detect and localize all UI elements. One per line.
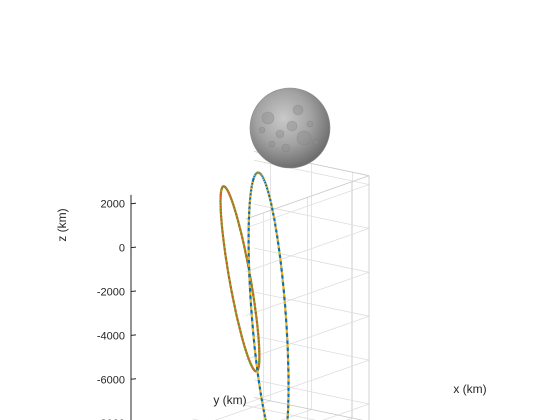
x-axis-label: x (km) xyxy=(453,382,486,396)
moon-crater xyxy=(286,120,298,132)
grid-line xyxy=(214,400,271,420)
moon-crater xyxy=(296,130,312,146)
grid-line xyxy=(245,315,370,360)
grid-line xyxy=(254,247,370,273)
moon-crater xyxy=(275,129,285,139)
z-tick-label: -4000 xyxy=(97,330,125,342)
z-tick-mark xyxy=(130,246,137,249)
z-axis-label: z (km) xyxy=(55,208,69,241)
tick-label-layer: 20000-2000-4000-6000-800050000-500050000… xyxy=(97,199,125,420)
z-tick-label: 0 xyxy=(119,243,125,255)
z-tick-mark xyxy=(130,290,137,292)
z-tick-label: 2000 xyxy=(101,199,125,211)
grid-line xyxy=(280,409,312,420)
box-edge xyxy=(245,175,370,220)
grid-line xyxy=(254,291,370,317)
grid-line xyxy=(254,203,370,229)
moon-sphere xyxy=(249,87,331,169)
z-tick-mark xyxy=(130,334,137,336)
grid-line xyxy=(322,403,370,420)
moon-crater xyxy=(261,111,275,125)
moon-crater xyxy=(268,140,276,148)
axes-layer xyxy=(130,194,137,420)
orbit-front-layer xyxy=(219,171,290,420)
box-edge xyxy=(254,397,364,420)
grid-line xyxy=(245,359,370,404)
grid-line xyxy=(254,335,370,361)
moon-disc xyxy=(249,87,331,169)
grid-line xyxy=(245,184,370,229)
moon-crater xyxy=(281,143,291,153)
moon-crater xyxy=(306,120,314,128)
moon-crater xyxy=(312,138,320,146)
z-tick-label: -2000 xyxy=(97,287,125,299)
z-tick-label: -6000 xyxy=(97,374,125,386)
z-tick-mark xyxy=(130,378,137,380)
grid-layer xyxy=(192,151,370,420)
y-axis-label: y (km) xyxy=(213,393,246,407)
z-tick-label: -8000 xyxy=(97,418,125,420)
grid-line xyxy=(245,271,370,317)
grid-line xyxy=(254,379,370,405)
grid-line xyxy=(245,228,370,273)
z-tick-mark xyxy=(130,202,137,205)
moon-crater xyxy=(258,126,266,134)
moon-crater xyxy=(292,104,304,116)
